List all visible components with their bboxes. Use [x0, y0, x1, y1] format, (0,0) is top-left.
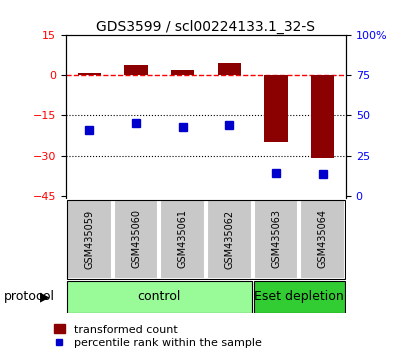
Text: GSM435061: GSM435061 [178, 210, 188, 268]
Text: Eset depletion: Eset depletion [254, 290, 344, 303]
Text: ▶: ▶ [40, 290, 50, 303]
Bar [160, 200, 205, 279]
Text: GSM435064: GSM435064 [318, 210, 328, 268]
Bar [124, 65, 148, 75]
Text: GSM435063: GSM435063 [271, 210, 281, 268]
Bar [78, 73, 101, 75]
Bar [67, 281, 252, 313]
Bar [254, 200, 298, 279]
Bar [311, 75, 334, 158]
Bar [114, 200, 158, 279]
Bar [207, 200, 252, 279]
Title: GDS3599 / scl00224133.1_32-S: GDS3599 / scl00224133.1_32-S [96, 20, 316, 34]
Bar [300, 200, 345, 279]
Bar [264, 75, 288, 142]
Bar [67, 200, 112, 279]
Text: GSM435062: GSM435062 [224, 209, 234, 269]
Text: GSM435059: GSM435059 [84, 209, 94, 269]
Legend: transformed count, percentile rank within the sample: transformed count, percentile rank withi… [54, 324, 262, 348]
Text: control: control [138, 290, 181, 303]
Bar [254, 281, 345, 313]
Bar [218, 63, 241, 75]
Bar [171, 70, 194, 75]
Text: GSM435060: GSM435060 [131, 210, 141, 268]
Text: protocol: protocol [4, 290, 55, 303]
